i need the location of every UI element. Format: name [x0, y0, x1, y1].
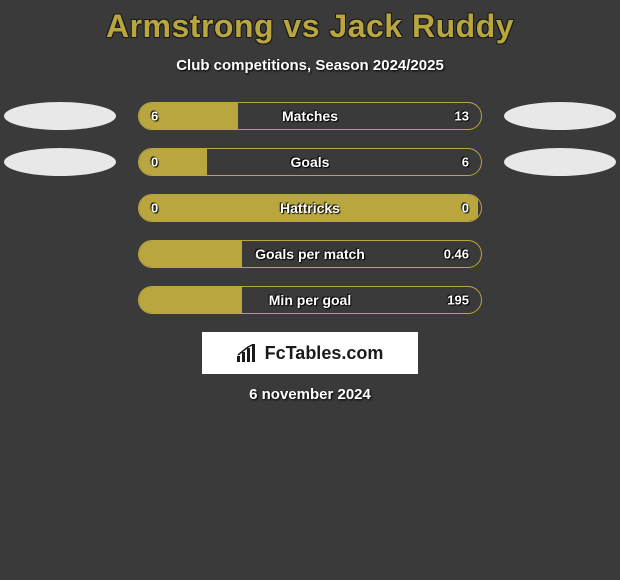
stat-label: Goals — [291, 154, 330, 170]
logo-text: FcTables.com — [265, 343, 384, 364]
stat-value-left: 0 — [151, 155, 158, 170]
stat-bar: Matches 6 13 — [138, 102, 482, 130]
stat-row: Hattricks 0 0 — [0, 194, 620, 222]
stat-value-right: 195 — [447, 293, 469, 308]
stat-value-right: 13 — [455, 109, 469, 124]
bars-icon — [237, 344, 259, 362]
logo: FcTables.com — [237, 343, 384, 364]
player-oval-right — [504, 102, 616, 130]
stat-label: Min per goal — [269, 292, 351, 308]
page-title: Armstrong vs Jack Ruddy — [0, 8, 620, 45]
stat-bar: Min per goal 195 — [138, 286, 482, 314]
player-oval-left — [4, 102, 116, 130]
stat-value-left: 6 — [151, 109, 158, 124]
stat-row: Matches 6 13 — [0, 102, 620, 130]
stat-label: Matches — [282, 108, 338, 124]
stat-label: Hattricks — [280, 200, 340, 216]
stat-row: Min per goal 195 — [0, 286, 620, 314]
player-oval-left — [4, 148, 116, 176]
stat-row: Goals per match 0.46 — [0, 240, 620, 268]
subtitle: Club competitions, Season 2024/2025 — [0, 57, 620, 74]
stat-bar: Goals 0 6 — [138, 148, 482, 176]
player-oval-right — [504, 148, 616, 176]
bar-fill-left — [139, 287, 242, 313]
stat-row: Goals 0 6 — [0, 148, 620, 176]
stat-bar: Goals per match 0.46 — [138, 240, 482, 268]
comparison-infographic: Armstrong vs Jack Ruddy Club competition… — [0, 0, 620, 403]
stat-value-right: 0 — [462, 201, 469, 216]
stat-value-left: 0 — [151, 201, 158, 216]
logo-box: FcTables.com — [202, 332, 418, 374]
date-label: 6 november 2024 — [0, 386, 620, 403]
bar-fill-left — [139, 149, 207, 175]
stat-value-right: 0.46 — [444, 247, 469, 262]
bar-fill-left — [139, 241, 242, 267]
stat-value-right: 6 — [462, 155, 469, 170]
stat-rows: Matches 6 13 Goals 0 6 Hattricks 0 0 Goals per ma… — [0, 102, 620, 314]
stat-bar: Hattricks 0 0 — [138, 194, 482, 222]
stat-label: Goals per match — [255, 246, 365, 262]
